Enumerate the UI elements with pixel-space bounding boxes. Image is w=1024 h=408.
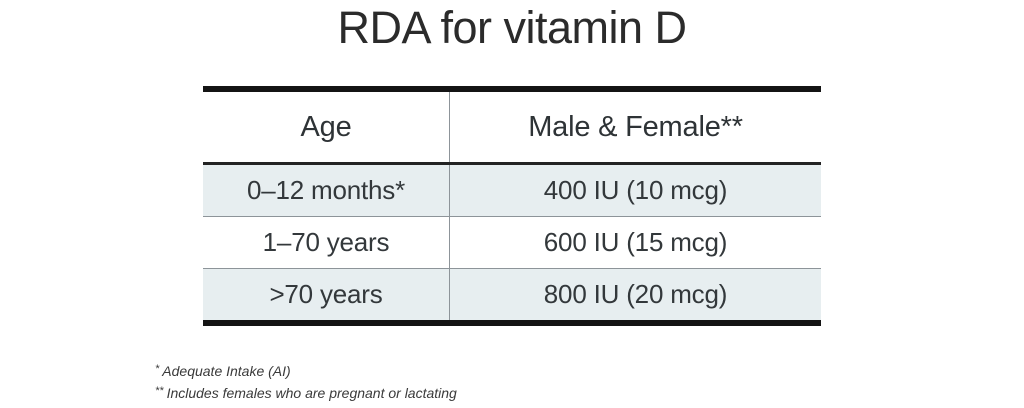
table-header-row: Age Male & Female** bbox=[203, 92, 821, 165]
column-header-male-female: Male & Female** bbox=[528, 110, 743, 143]
footnote-marker: ** bbox=[155, 385, 164, 397]
footnote-adequate-intake: * Adequate Intake (AI) bbox=[155, 361, 457, 383]
cell-age-0-12-months: 0–12 months* bbox=[203, 165, 450, 216]
footnote-marker: * bbox=[155, 363, 160, 375]
footnotes: * Adequate Intake (AI) ** Includes females… bbox=[155, 361, 457, 405]
table-row: >70 years 800 IU (20 mcg) bbox=[203, 268, 821, 320]
footnote-text: Includes females who are pregnant or lac… bbox=[166, 385, 457, 401]
rda-table: Age Male & Female** 0–12 months* 400 IU … bbox=[203, 86, 821, 326]
cell-value-800-iu: 800 IU (20 mcg) bbox=[543, 279, 728, 309]
table-row: 0–12 months* 400 IU (10 mcg) bbox=[203, 165, 821, 216]
cell-value-400-iu: 400 IU (10 mcg) bbox=[543, 175, 728, 205]
footnote-text: Adequate Intake (AI) bbox=[162, 363, 291, 379]
column-header-age: Age bbox=[203, 92, 450, 162]
footnote-pregnant-lactating: ** Includes females who are pregnant or l… bbox=[155, 383, 457, 405]
page-title: RDA for vitamin D bbox=[337, 2, 687, 53]
cell-value-600-iu: 600 IU (15 mcg) bbox=[543, 227, 728, 257]
table-row: 1–70 years 600 IU (15 mcg) bbox=[203, 216, 821, 268]
cell-age-over-70-years: >70 years bbox=[203, 269, 450, 320]
cell-age-1-70-years: 1–70 years bbox=[203, 217, 450, 268]
